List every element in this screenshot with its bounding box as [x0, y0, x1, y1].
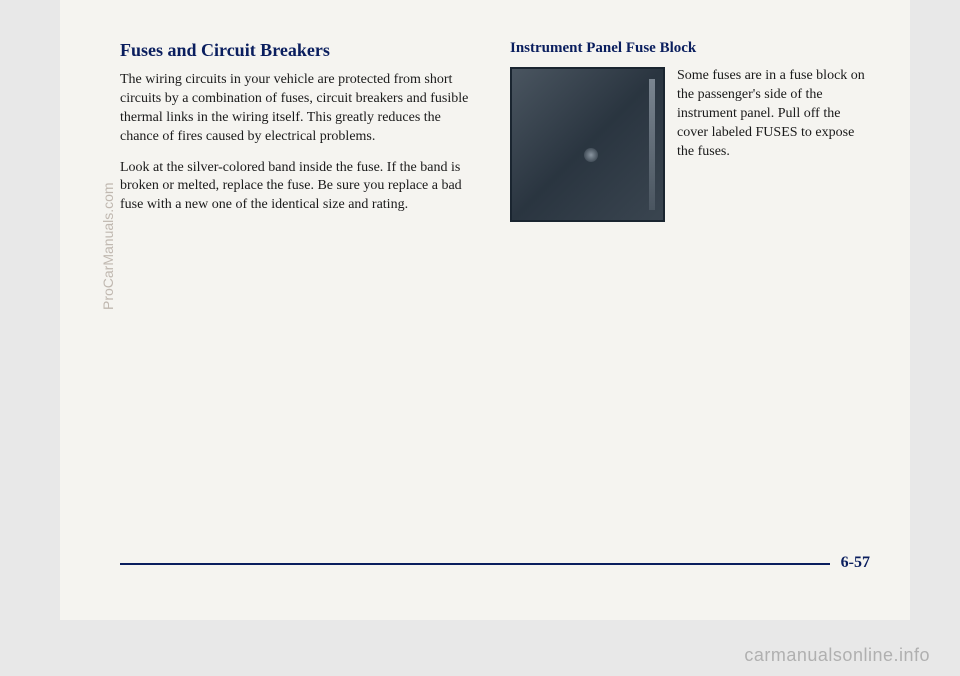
watermark-side: ProCarManuals.com: [100, 182, 116, 310]
right-column: Instrument Panel Fuse Block Some fuses a…: [510, 40, 870, 227]
paragraph: Some fuses are in a fuse block on the pa…: [677, 67, 870, 161]
paragraph: The wiring circuits in your vehicle are …: [120, 71, 480, 147]
manual-page: Fuses and Circuit Breakers The wiring ci…: [60, 0, 910, 620]
image-text-row: Some fuses are in a fuse block on the pa…: [510, 67, 870, 222]
left-column: Fuses and Circuit Breakers The wiring ci…: [120, 40, 480, 227]
footer-rule: [120, 563, 830, 565]
subsection-heading: Instrument Panel Fuse Block: [510, 40, 870, 57]
page-number: 6-57: [841, 554, 870, 572]
section-heading: Fuses and Circuit Breakers: [120, 40, 480, 61]
two-column-layout: Fuses and Circuit Breakers The wiring ci…: [120, 40, 870, 227]
watermark-bottom: carmanualsonline.info: [744, 645, 930, 666]
fuse-panel-photo: [510, 67, 665, 222]
paragraph: Look at the silver-colored band inside t…: [120, 159, 480, 216]
